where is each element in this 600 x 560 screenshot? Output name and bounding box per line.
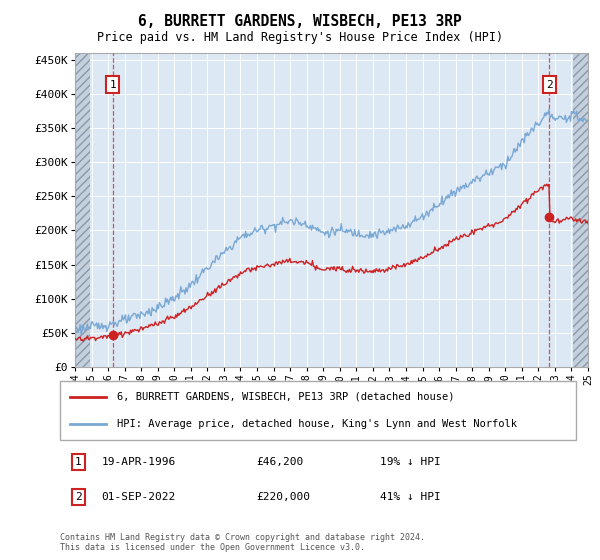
Bar xyxy=(573,53,588,367)
Text: 2: 2 xyxy=(74,492,82,502)
Text: 2: 2 xyxy=(546,80,553,90)
Text: £220,000: £220,000 xyxy=(256,492,310,502)
Text: 19-APR-1996: 19-APR-1996 xyxy=(101,457,176,467)
Text: 6, BURRETT GARDENS, WISBECH, PE13 3RP (detached house): 6, BURRETT GARDENS, WISBECH, PE13 3RP (d… xyxy=(117,391,454,402)
Bar xyxy=(75,53,90,367)
Text: 1: 1 xyxy=(110,80,116,90)
Text: 1: 1 xyxy=(74,457,82,467)
Text: HPI: Average price, detached house, King's Lynn and West Norfolk: HPI: Average price, detached house, King… xyxy=(117,419,517,429)
Text: 01-SEP-2022: 01-SEP-2022 xyxy=(101,492,176,502)
Text: Price paid vs. HM Land Registry's House Price Index (HPI): Price paid vs. HM Land Registry's House … xyxy=(97,31,503,44)
Text: £46,200: £46,200 xyxy=(256,457,304,467)
Text: 41% ↓ HPI: 41% ↓ HPI xyxy=(380,492,440,502)
Text: Contains HM Land Registry data © Crown copyright and database right 2024.: Contains HM Land Registry data © Crown c… xyxy=(60,533,425,542)
Text: 19% ↓ HPI: 19% ↓ HPI xyxy=(380,457,440,467)
FancyBboxPatch shape xyxy=(60,381,576,440)
Text: This data is licensed under the Open Government Licence v3.0.: This data is licensed under the Open Gov… xyxy=(60,543,365,552)
Text: 6, BURRETT GARDENS, WISBECH, PE13 3RP: 6, BURRETT GARDENS, WISBECH, PE13 3RP xyxy=(138,14,462,29)
